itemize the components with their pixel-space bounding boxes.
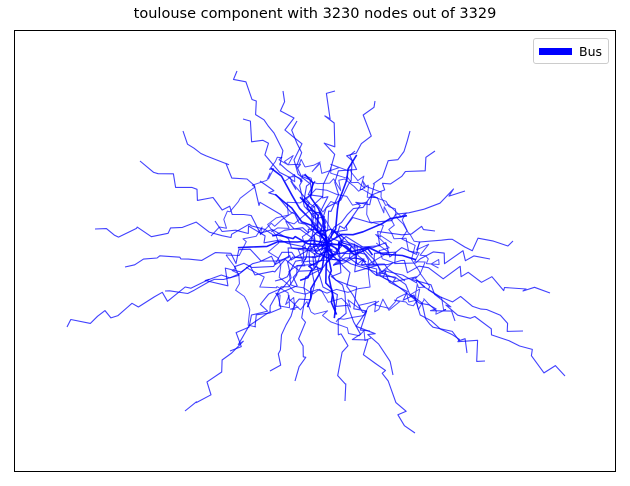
legend-swatch-bus bbox=[539, 48, 572, 55]
plot-area bbox=[14, 30, 616, 472]
bus-route-79 bbox=[326, 154, 358, 244]
bus-route-62 bbox=[288, 211, 322, 286]
bus-route-28 bbox=[254, 242, 343, 328]
bus-route-41 bbox=[225, 254, 257, 328]
bus-route-66 bbox=[300, 256, 367, 266]
bus-route-80 bbox=[270, 167, 328, 244]
bus-route-35 bbox=[214, 220, 318, 257]
bus-route-42 bbox=[251, 156, 283, 188]
bus-route-73 bbox=[326, 214, 408, 244]
bus-route-30 bbox=[164, 246, 327, 295]
bus-route-2 bbox=[124, 247, 317, 268]
bus-route-54 bbox=[416, 241, 440, 269]
bus-route-56 bbox=[396, 292, 447, 315]
bus-route-44 bbox=[278, 155, 306, 169]
bus-route-82 bbox=[326, 242, 338, 315]
bus-route-26 bbox=[330, 247, 349, 402]
bus-route-24 bbox=[312, 256, 416, 434]
bus-route-58 bbox=[335, 297, 398, 323]
bus-route-6 bbox=[229, 233, 315, 352]
bus-route-59 bbox=[310, 310, 372, 341]
network-drawing bbox=[66, 70, 566, 434]
bus-route-78 bbox=[326, 242, 417, 261]
bus-route-60 bbox=[290, 284, 361, 310]
bus-route-55 bbox=[405, 283, 426, 307]
bus-route-48 bbox=[330, 166, 382, 198]
bus-route-1 bbox=[94, 221, 326, 239]
legend-label-bus: Bus bbox=[579, 44, 603, 59]
bus-route-12 bbox=[316, 90, 336, 231]
bus-route-61 bbox=[245, 266, 312, 313]
bus-route-51 bbox=[380, 196, 421, 243]
bus-route-0 bbox=[66, 243, 327, 328]
legend: Bus bbox=[533, 38, 609, 64]
bus-route-63 bbox=[320, 211, 367, 263]
bus-route-40 bbox=[210, 186, 256, 237]
bus-route-50 bbox=[366, 186, 409, 252]
bus-route-77 bbox=[299, 196, 328, 244]
bus-route-69 bbox=[267, 188, 393, 295]
bus-route-5 bbox=[184, 239, 331, 412]
bus-route-76 bbox=[326, 241, 374, 256]
bus-route-67 bbox=[225, 211, 294, 256]
bus-route-81 bbox=[325, 242, 337, 319]
bus-route-21 bbox=[325, 248, 551, 294]
bus-route-46 bbox=[304, 161, 352, 174]
bus-route-75 bbox=[237, 239, 328, 249]
bus-route-43 bbox=[275, 292, 299, 310]
chart-title: toulouse component with 3230 nodes out o… bbox=[133, 6, 497, 22]
bus-route-64 bbox=[270, 196, 342, 233]
bus-route-17 bbox=[340, 249, 491, 266]
bus-route-83 bbox=[306, 242, 328, 308]
bus-route-4 bbox=[182, 130, 329, 259]
bus-route-65 bbox=[375, 234, 394, 283]
bus-route-53 bbox=[408, 250, 447, 311]
bus-route-70 bbox=[272, 234, 328, 247]
bus-route-52 bbox=[395, 216, 426, 288]
bus-route-57 bbox=[358, 298, 407, 313]
